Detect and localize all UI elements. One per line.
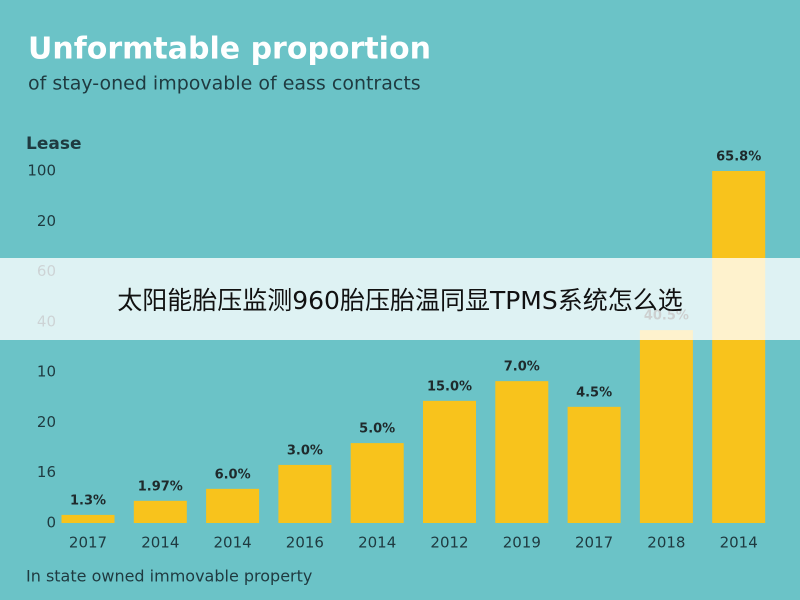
banner-background (0, 258, 800, 340)
y-tick-label: 100 (27, 162, 56, 180)
x-tick-label: 2012 (430, 534, 468, 552)
bar (206, 488, 260, 523)
banner-text: 太阳能胎压监测960胎压胎温同显TPMS系统怎么选 (117, 286, 683, 315)
y-tick-label: 20 (37, 413, 56, 431)
bar-label: 7.0% (504, 360, 540, 375)
y-tick-label: 16 (37, 463, 56, 481)
bar (133, 500, 187, 523)
y-tick-label: 20 (37, 212, 56, 230)
x-tick-label: 2014 (720, 534, 758, 552)
x-tick-label: 2016 (286, 534, 324, 552)
x-tick-label: 2014 (141, 534, 179, 552)
footer: In state owned immovable property (26, 567, 312, 586)
x-tick-label: 2017 (575, 534, 613, 552)
bar-label: 4.5% (576, 385, 612, 400)
chart-title: Unformtable proportion (28, 32, 431, 67)
bar-label: 3.0% (287, 443, 323, 458)
bar (350, 443, 404, 523)
x-tick-label: 2017 (69, 534, 107, 552)
bar-label: 15.0% (427, 379, 472, 394)
chart-subtitle: of stay-oned impovable of eass contracts (28, 73, 421, 95)
bar-label: 6.0% (215, 467, 251, 482)
bar (278, 464, 332, 523)
x-tick-label: 2018 (647, 534, 685, 552)
x-tick-label: 2014 (214, 534, 252, 552)
bar (567, 406, 621, 523)
plot: 016201040602010020171.3%20141.97%20146.0… (27, 150, 766, 552)
bar (61, 514, 115, 523)
x-tick-label: 2014 (358, 534, 396, 552)
y-axis-label: Lease (26, 134, 81, 154)
bar (712, 171, 766, 523)
y-tick-label: 0 (46, 514, 56, 532)
bar-label: 65.8% (716, 150, 761, 165)
bar-label: 5.0% (359, 422, 395, 437)
y-tick-label: 10 (37, 362, 56, 380)
bar (639, 330, 693, 523)
bar-label: 1.97% (138, 479, 183, 494)
bar (495, 381, 549, 523)
bar-label: 1.3% (70, 493, 106, 508)
bar (423, 400, 476, 523)
x-tick-label: 2019 (503, 534, 541, 552)
